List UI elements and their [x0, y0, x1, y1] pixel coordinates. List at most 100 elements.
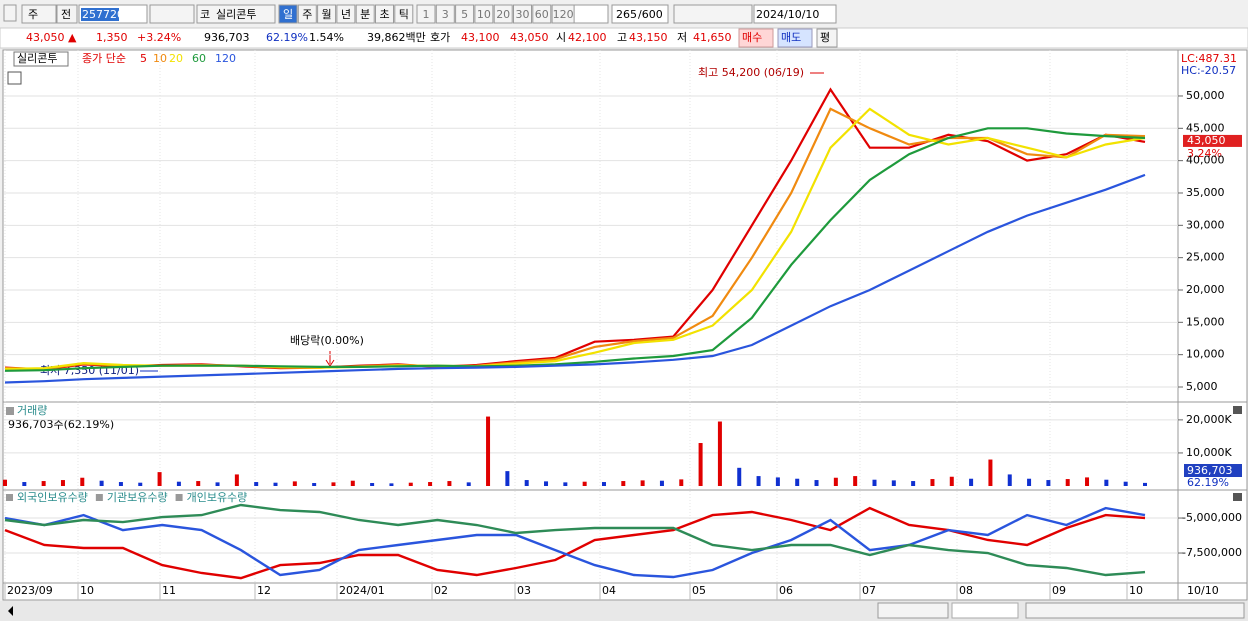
name-box[interactable] — [196, 4, 276, 24]
tool-icons[interactable] — [673, 4, 753, 24]
open: 42,100 — [568, 31, 607, 44]
y-tick-label: 50,000 — [1186, 89, 1225, 102]
open-label: 시 — [556, 31, 566, 44]
volume-bar — [737, 467, 742, 486]
stock-name: 실리콘투 — [216, 8, 256, 21]
multiplier-button[interactable] — [435, 4, 455, 24]
month-label: 12 — [257, 584, 271, 597]
legend-entry: 개인보유수량 — [187, 491, 248, 504]
legend-entry: 20 — [169, 52, 183, 65]
month-label: 03 — [517, 584, 531, 597]
table-icon[interactable] — [7, 71, 22, 85]
volume-bar — [99, 480, 104, 486]
zoom-slider[interactable] — [951, 602, 1019, 619]
menu-icon[interactable] — [3, 4, 17, 22]
sell-button[interactable] — [777, 28, 813, 48]
interval-label: 주 — [302, 8, 312, 21]
volume-bar — [447, 481, 452, 486]
playback-buttons[interactable] — [877, 602, 949, 619]
y-tick-label: -5,000,000 — [1182, 511, 1242, 524]
multiplier-button[interactable] — [416, 4, 436, 24]
series-line — [4, 503, 1146, 577]
dividend-annotation: 배당락(0.00%) — [290, 334, 364, 347]
interval-label: 년 — [341, 8, 351, 21]
multiplier-button[interactable] — [513, 4, 532, 24]
month-label: 2024/01 — [339, 584, 385, 597]
quote-bar — [0, 27, 1248, 49]
avg-button[interactable] — [816, 28, 838, 48]
date: 2024/10/10 — [756, 8, 819, 21]
month-label: 08 — [959, 584, 973, 597]
volume-ratio-label: 62.19% — [1187, 476, 1229, 489]
legend-entry: 120 — [215, 52, 236, 65]
multiplier-label: 3 — [442, 8, 449, 21]
volume-bar — [814, 480, 819, 486]
multiplier-label: 1 — [423, 8, 430, 21]
interval-button[interactable] — [375, 4, 394, 24]
volume: 936,703 — [204, 31, 250, 44]
legend-entry: 10 — [153, 52, 167, 65]
volume-bar — [3, 479, 7, 486]
ask: 43,100 — [461, 31, 500, 44]
tool-buttons[interactable] — [1025, 602, 1245, 619]
scroll-left[interactable] — [8, 606, 13, 616]
volume-bar — [505, 471, 510, 486]
low-label: 저 — [677, 31, 687, 44]
volume-bar — [1046, 480, 1051, 486]
volume-bar — [408, 482, 413, 486]
interval-button[interactable] — [297, 4, 317, 24]
multiplier-button[interactable] — [455, 4, 475, 24]
interval-button[interactable] — [336, 4, 356, 24]
volume-bar — [118, 482, 123, 486]
buy-button[interactable] — [738, 28, 774, 48]
prev-button[interactable] — [56, 4, 78, 24]
month-label: 09 — [1052, 584, 1066, 597]
volume-bar — [679, 479, 684, 486]
month-label: 02 — [434, 584, 448, 597]
volume-bar — [1143, 482, 1147, 486]
month-label: 06 — [779, 584, 793, 597]
multiplier-label: 10 — [477, 8, 491, 21]
period-select[interactable] — [21, 4, 57, 24]
interval-label: 일 — [283, 7, 293, 21]
volume-bar — [563, 482, 568, 486]
interval-button[interactable] — [355, 4, 375, 24]
y-tick-label: 35,000 — [1186, 186, 1225, 199]
search-buttons[interactable] — [149, 4, 195, 24]
last-volume-box — [1184, 464, 1242, 477]
prev-label: 전 — [61, 8, 71, 21]
count-box[interactable] — [611, 4, 669, 24]
volume-bar — [22, 482, 27, 486]
interval-button[interactable] — [317, 4, 337, 24]
volume-bar — [988, 459, 993, 486]
low: 41,650 — [693, 31, 732, 44]
panel-close[interactable] — [1233, 406, 1242, 414]
series-line — [4, 127, 1146, 372]
dropdown[interactable] — [571, 4, 609, 24]
multiplier-button[interactable] — [532, 4, 552, 24]
multiplier-label: 5 — [461, 8, 468, 21]
sell-label: 매도 — [781, 31, 801, 44]
multiplier-button[interactable] — [551, 4, 575, 24]
volume-bar — [872, 479, 877, 486]
high-annotation: 최고 54,200 (06/19) — [698, 66, 804, 79]
title-box — [13, 51, 69, 67]
market: 코 — [200, 8, 210, 21]
interval-button[interactable] — [278, 4, 298, 24]
high: 43,150 — [629, 31, 668, 44]
buy-label: 매수 — [742, 31, 762, 44]
date-box[interactable] — [753, 4, 837, 24]
multiplier-button[interactable] — [493, 4, 513, 24]
y-tick-label: 10,000K — [1186, 446, 1232, 459]
multiplier-label: 120 — [553, 8, 574, 21]
month-label: 05 — [692, 584, 706, 597]
panel-close[interactable] — [1233, 493, 1242, 501]
volume-bar — [1065, 479, 1070, 486]
volume-bar — [524, 480, 529, 486]
multiplier-button[interactable] — [474, 4, 494, 24]
period-unit[interactable]: 주 — [28, 8, 38, 21]
volume-bar — [833, 477, 838, 486]
interval-button[interactable] — [394, 4, 414, 24]
volume-bar — [659, 480, 664, 486]
